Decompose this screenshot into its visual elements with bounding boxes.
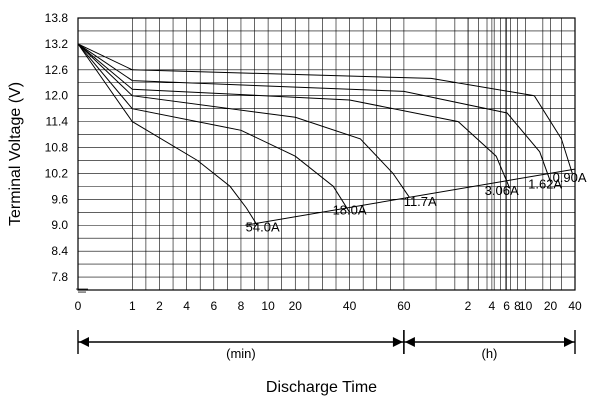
x-axis-title: Discharge Time: [266, 379, 377, 396]
series-line-54-0A: [77, 43, 258, 226]
x-tick-label: 0: [75, 299, 82, 313]
cutoff-line: [245, 168, 576, 226]
x-tick-label: 8: [238, 299, 245, 313]
y-tick-label: 8.4: [51, 244, 68, 258]
y-tick-label: 12.0: [45, 89, 69, 103]
arrow-head-left: [404, 337, 415, 347]
curve-label: 3.06A: [485, 183, 519, 198]
x-tick-label: 40: [343, 299, 357, 313]
arrow-head-right: [564, 337, 574, 347]
y-tick-label: 9.6: [51, 192, 68, 206]
x-tick-label: 10: [519, 299, 533, 313]
x-tick-label: 20: [544, 299, 558, 313]
y-tick-label: 11.4: [46, 115, 69, 129]
y-tick-label: 9.0: [51, 218, 68, 232]
y-tick-label: 13.2: [45, 37, 69, 51]
series-line-18-0A: [77, 43, 351, 213]
y-tick-label: 10.8: [45, 141, 69, 155]
series-line-0-90A: [77, 43, 573, 174]
curve-label: 0.90A: [553, 170, 587, 185]
x-tick-label: 1: [129, 299, 136, 313]
x-tick-label: 8: [514, 299, 521, 313]
y-tick-label: 10.2: [45, 166, 69, 180]
x-tick-label: 6: [210, 299, 217, 313]
x-tick-label: 60: [397, 299, 411, 313]
x-tick-label: 2: [156, 299, 163, 313]
series-line-3-06A: [77, 43, 511, 189]
x-tick-label: 20: [289, 299, 303, 313]
x-tick-label: 40: [568, 299, 582, 313]
x-tick-label: 6: [503, 299, 510, 313]
arrow-head-left: [79, 337, 89, 347]
y-axis-title: Terminal Voltage (V): [7, 82, 24, 226]
curve-label: 11.7A: [404, 194, 437, 209]
y-tick-label: 13.8: [45, 11, 69, 25]
arrow-head-right: [392, 337, 403, 347]
range-label: (h): [482, 346, 498, 361]
x-tick-label: 2: [465, 299, 472, 313]
x-tick-label: 10: [261, 299, 275, 313]
series-line-11-7A: [77, 43, 410, 198]
x-tick-label: 4: [183, 299, 190, 313]
curve-label: 18.0A: [333, 202, 367, 217]
series-line-1-62A: [77, 43, 552, 183]
x-tick-label: 4: [489, 299, 496, 313]
y-tick-label: 7.8: [51, 270, 68, 284]
curve-label: 54.0A: [246, 220, 280, 235]
range-label: (min): [226, 346, 256, 361]
y-tick-label: 12.6: [45, 63, 69, 77]
curve-label: 1.62A: [528, 177, 562, 192]
